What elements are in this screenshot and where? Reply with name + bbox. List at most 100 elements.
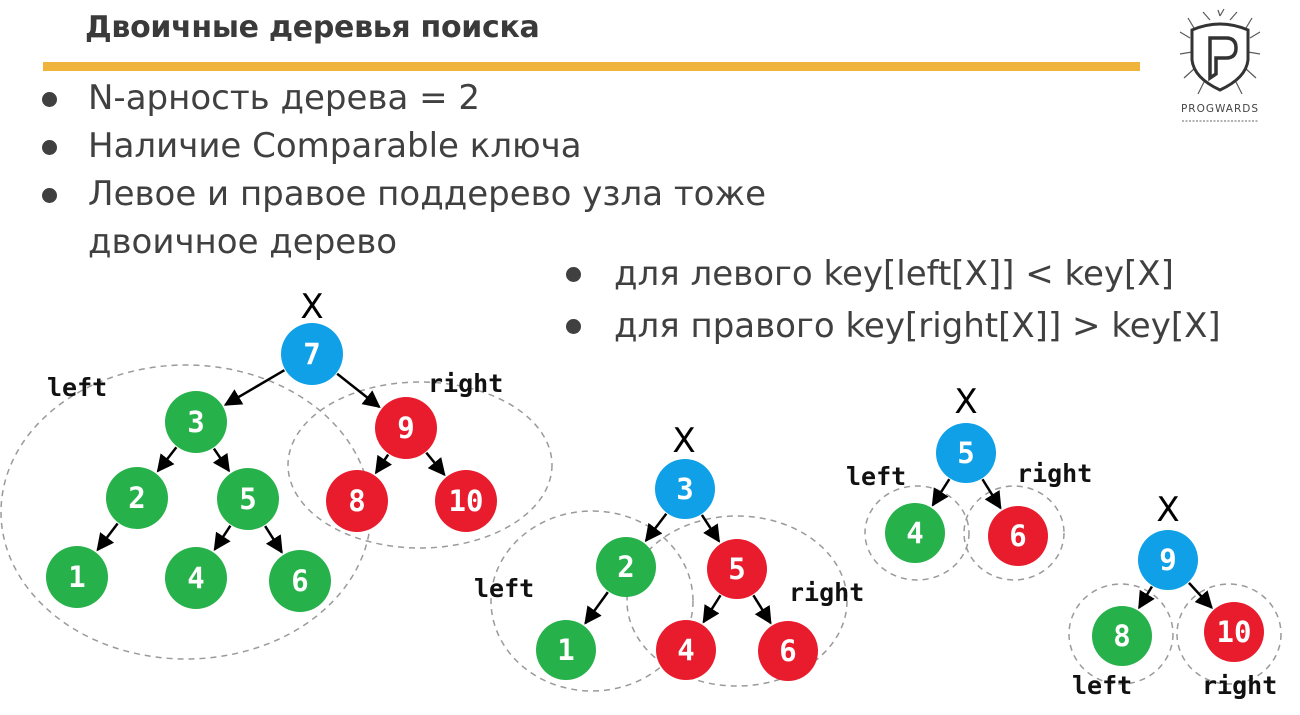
node-circle [655, 459, 715, 519]
tree-edge-arrow [931, 478, 951, 507]
tree-node-left: 5 [217, 468, 279, 530]
bullet-icon [566, 319, 581, 334]
node-key: 2 [617, 550, 634, 584]
node-key: 10 [1217, 615, 1252, 649]
node-circle [596, 537, 656, 597]
node-key: 6 [291, 564, 308, 598]
right-label: right [1202, 671, 1277, 700]
ordering-rules-list: для левого key[left[X]] < key[X] для пра… [562, 248, 1221, 352]
node-circle [106, 467, 168, 529]
right-subtree-outline [626, 515, 848, 687]
tree-edge-arrow [212, 447, 231, 473]
tree-node-root: 5 [936, 423, 996, 483]
node-key: 4 [677, 633, 694, 667]
right-label: right [428, 369, 503, 398]
left-subtree-outline [490, 510, 694, 692]
bullet-icon [42, 92, 57, 107]
tree-node-right: 5 [707, 539, 767, 599]
left-subtree-outline [864, 485, 970, 581]
progwards-logo: PROGWARDS [1179, 8, 1261, 122]
node-key: 4 [187, 561, 204, 595]
x-marker: X [300, 287, 323, 327]
tree-node-root: 9 [1138, 530, 1198, 590]
node-key: 5 [957, 436, 974, 470]
node-key: 9 [1159, 543, 1176, 577]
tree-node-right: 6 [758, 621, 818, 681]
tree-edge-arrow [1138, 585, 1155, 610]
node-circle [165, 391, 227, 453]
bullet-icon [566, 267, 581, 282]
tree-edge-arrow [584, 591, 609, 625]
tree-edge-arrow [336, 372, 381, 409]
property-list: N-арность дерева = 2 Наличие Comparable … [40, 74, 766, 266]
tree-edge-arrow [223, 369, 286, 406]
tree-edge-arrow [156, 446, 178, 473]
tree-node-root: 3 [655, 459, 715, 519]
tree-edge-arrow [425, 451, 446, 477]
rule-item: для левого key[left[X]] < key[X] [562, 248, 1221, 300]
right-subtree-outline [1176, 583, 1282, 685]
node-key: 5 [239, 482, 256, 516]
tree-edge-arrow [702, 594, 722, 624]
tree-node-left: 2 [106, 467, 168, 529]
property-item: Наличие Comparable ключа [40, 122, 766, 170]
node-circle [758, 621, 818, 681]
tree-edge-arrow [700, 514, 721, 543]
tree-edge-arrow [1188, 582, 1213, 609]
right-subtree-outline [287, 381, 553, 549]
right-subtree-outline [963, 485, 1065, 581]
tree-node-right: 9 [375, 397, 437, 459]
tree-edge-arrow [96, 522, 119, 552]
x-marker: X [672, 421, 695, 461]
node-circle [536, 620, 596, 680]
node-key: 8 [1113, 619, 1130, 653]
node-key: 1 [557, 633, 574, 667]
x-marker: X [1156, 490, 1179, 530]
left-subtree-outline [1068, 583, 1174, 685]
right-label: right [789, 578, 864, 607]
title-underline [43, 62, 1140, 71]
tree-node-left: 4 [165, 547, 227, 609]
left-label: left [846, 462, 906, 491]
tree-node-right: 8 [326, 470, 388, 532]
node-key: 3 [676, 472, 693, 506]
tree-node-right: 6 [988, 506, 1048, 566]
tree-node-left: 4 [885, 503, 945, 563]
left-label: left [1072, 671, 1132, 700]
node-circle [885, 503, 945, 563]
tree-node-left: 8 [1092, 606, 1152, 666]
node-circle [375, 397, 437, 459]
tree-node-right: 10 [435, 470, 497, 532]
tree-node-left: 2 [596, 537, 656, 597]
bullet-icon [42, 188, 57, 203]
node-key: 3 [187, 405, 204, 439]
tree-node-left: 1 [536, 620, 596, 680]
node-circle [269, 550, 331, 612]
node-circle [217, 468, 279, 530]
node-key: 7 [303, 337, 320, 371]
tree-edge-arrow [644, 512, 668, 543]
node-circle [707, 539, 767, 599]
tree-node-left: 6 [269, 550, 331, 612]
node-key: 8 [348, 484, 365, 518]
node-circle [988, 506, 1048, 566]
node-key: 6 [779, 634, 796, 668]
tree-node-right: 4 [656, 620, 716, 680]
logo-text: PROGWARDS [1181, 103, 1259, 115]
node-circle [1092, 606, 1152, 666]
tree-edge-arrow [981, 478, 1002, 510]
slide-title: Двоичные деревья поиска [85, 10, 540, 45]
node-circle [281, 323, 343, 385]
node-circle [326, 470, 388, 532]
rule-item: для правого key[right[X]] > key[X] [562, 300, 1221, 352]
bullet-icon [42, 140, 57, 155]
tree-edge-arrow [264, 525, 283, 554]
tree-edge-arrow [213, 525, 232, 552]
x-marker: X [954, 382, 977, 422]
node-circle [1138, 530, 1198, 590]
node-key: 10 [449, 484, 484, 518]
node-key: 5 [728, 552, 745, 586]
node-circle [1204, 602, 1264, 662]
tree-node-left: 3 [165, 391, 227, 453]
tree-edge-arrow [752, 594, 772, 625]
